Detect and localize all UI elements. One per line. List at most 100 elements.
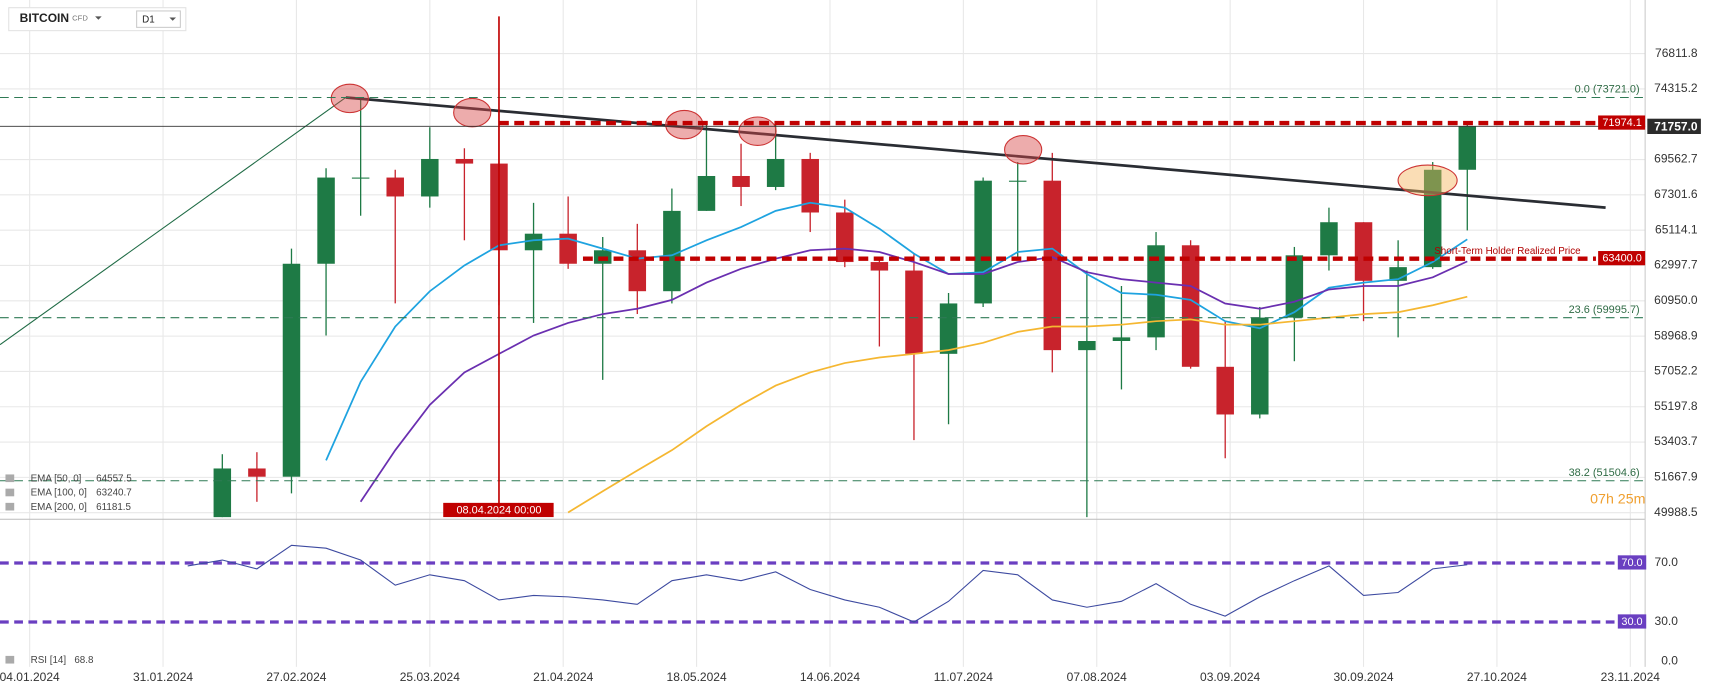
- candle-body: [455, 158, 474, 164]
- grid: [0, 0, 1646, 667]
- candle-body: [801, 158, 819, 213]
- candle-body: [836, 212, 854, 263]
- vertical-line-label: 08.04.2024 00:00: [456, 504, 541, 516]
- candle-body: [1112, 337, 1131, 341]
- legend-value: 64557.5: [96, 473, 132, 484]
- y-tick-label: 55197.8: [1654, 399, 1698, 413]
- candle-body: [559, 233, 577, 264]
- candle-body: [697, 175, 716, 211]
- candle-body: [421, 158, 439, 197]
- candle-body: [905, 270, 923, 354]
- rsi-panel: [0, 544, 1616, 624]
- level-label: 71974.1: [1602, 117, 1641, 129]
- legend-name: EMA [100, 0]: [31, 488, 88, 499]
- legend-icon: [5, 474, 15, 483]
- fib-label: 0.0 (73721.0): [1575, 84, 1640, 96]
- symbol-box[interactable]: BITCOIN CFD D1: [8, 7, 187, 32]
- rsi-tick-label: 0.0: [1661, 654, 1678, 668]
- candle-body: [1008, 180, 1027, 182]
- x-tick-label: 31.01.2024: [133, 670, 193, 684]
- candle-body: [1251, 317, 1269, 415]
- candle-body: [1043, 180, 1062, 351]
- y-tick-label: 76811.8: [1655, 46, 1698, 60]
- y-tick-label: 49988.5: [1654, 505, 1698, 519]
- legend-value: 61181.5: [96, 502, 131, 513]
- dropdown-arrow[interactable]: [169, 17, 176, 21]
- candle-body: [974, 180, 992, 304]
- vertical-line-box: [443, 502, 554, 518]
- rsi-level-box: [1617, 555, 1647, 570]
- candle-body: [1181, 245, 1200, 367]
- ema-line: [359, 247, 1468, 503]
- y-tick-label: 57052.2: [1654, 364, 1698, 378]
- candle-body: [939, 303, 958, 354]
- rsi-tick-label: 30.0: [1655, 614, 1679, 628]
- instrument: CFD: [72, 14, 88, 23]
- candle-body: [1216, 366, 1234, 415]
- x-tick-label: 04.01.2024: [0, 670, 60, 684]
- y-tick-label: 60950.0: [1654, 293, 1698, 307]
- x-tick-label: 18.05.2024: [667, 670, 727, 684]
- y-tick-label: 53403.7: [1654, 434, 1698, 448]
- candle-body: [317, 177, 335, 264]
- x-tick-label: 25.03.2024: [400, 670, 460, 684]
- legend-value: 68.8: [74, 655, 94, 666]
- overlay: 0.0 (73721.0) 23.6 (59995.7) 38.2 (51504.6…: [0, 16, 1701, 666]
- candle-body: [1147, 245, 1165, 338]
- legend-icon: [5, 502, 15, 511]
- level-box: [1598, 251, 1646, 266]
- symbol: BITCOIN: [20, 11, 69, 25]
- x-tick-label: 27.10.2024: [1467, 670, 1527, 684]
- legend-name: EMA [200, 0]: [31, 502, 88, 513]
- candle-body: [1320, 222, 1338, 256]
- ema-line: [325, 201, 1468, 461]
- y-tick-label: 65114.1: [1655, 222, 1698, 236]
- ema-line: [567, 295, 1468, 514]
- highlight: [1397, 164, 1458, 197]
- trendline: [0, 97, 347, 346]
- trendline: [345, 96, 1606, 210]
- candle-body: [248, 468, 266, 477]
- legend-icon: [5, 655, 15, 664]
- x-tick-label: 30.09.2024: [1333, 670, 1393, 684]
- timeframe: D1: [142, 14, 155, 25]
- countdown: 07h 25m: [1590, 491, 1645, 507]
- legend-icon: [5, 488, 15, 497]
- highlight: [453, 97, 492, 128]
- y-tick-label: 67301.6: [1654, 187, 1698, 201]
- candle-body: [351, 177, 370, 179]
- price-panel: [0, 96, 1606, 518]
- fib-label: 23.6 (59995.7): [1569, 304, 1640, 316]
- legend-name: EMA [50, 0]: [31, 473, 82, 484]
- x-tick-label: 23.11.2024: [1601, 670, 1661, 684]
- candle-body: [1458, 126, 1477, 170]
- x-tick-label: 27.02.2024: [266, 670, 326, 684]
- x-tick-label: 14.06.2024: [800, 670, 860, 684]
- candle-body: [1354, 222, 1373, 281]
- y-tick-label: 58968.9: [1654, 328, 1698, 342]
- rsi-level-box: [1617, 614, 1647, 629]
- rsi-line: [187, 544, 1468, 623]
- candle-body: [1078, 340, 1096, 351]
- level-label: 63400.0: [1602, 253, 1641, 265]
- dropdown-arrow[interactable]: [95, 16, 102, 20]
- fib-label: 38.2 (51504.6): [1569, 467, 1640, 479]
- x-tick-label: 21.04.2024: [533, 670, 593, 684]
- timeframe-box[interactable]: [136, 10, 181, 28]
- candle-body: [524, 233, 543, 251]
- candle-body: [766, 158, 785, 187]
- rsi-level-label: 30.0: [1621, 616, 1642, 628]
- legend-value: 63240.7: [96, 488, 132, 499]
- candle-body: [282, 263, 301, 477]
- x-tick-label: 11.07.2024: [934, 670, 994, 684]
- x-tick-label: 07.08.2024: [1067, 670, 1127, 684]
- candle-body: [663, 210, 681, 292]
- candle-body: [870, 262, 889, 271]
- current-price-box: [1647, 118, 1701, 134]
- highlight: [1004, 135, 1043, 165]
- highlight: [330, 83, 369, 114]
- legend-name: RSI [14]: [31, 655, 67, 666]
- rsi-level-label: 70.0: [1621, 557, 1642, 569]
